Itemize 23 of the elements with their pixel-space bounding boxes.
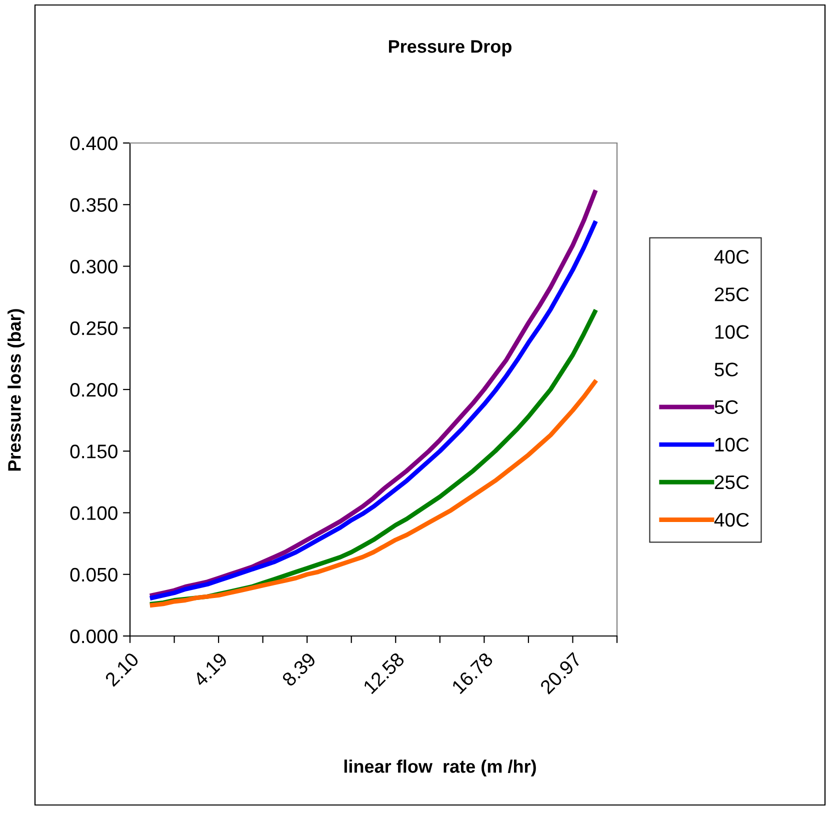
legend-label: 10C	[715, 438, 749, 452]
y-tick-label: 0.400	[70, 136, 118, 150]
x-axis-title: linear flow rate (m /hr)	[344, 760, 536, 776]
text: 40C	[714, 250, 749, 264]
y-tick-label: 0.100	[70, 506, 118, 520]
chart-title: Pressure Drop	[388, 40, 512, 56]
legend-label: 40C	[714, 512, 749, 527]
y-tick-label: 0.150	[70, 444, 118, 458]
y-tick-label: 0.000	[70, 629, 118, 644]
legend-label: 25C	[714, 475, 749, 490]
legend-label: 5C	[714, 400, 738, 414]
y-tick-label: 0.350	[70, 198, 118, 212]
x-tick-label: 4.19	[192, 652, 228, 688]
x-tick-label: 8.39	[281, 652, 317, 688]
y-tick-label: 0.050	[70, 568, 118, 582]
text: 5C	[714, 362, 738, 376]
y-tick-label: 0.200	[70, 382, 118, 397]
text: 10C	[715, 325, 749, 339]
line-series	[150, 380, 598, 608]
y-tick-label: 0.300	[70, 260, 118, 274]
y-axis-title: Pressure loss (bar)	[8, 309, 24, 471]
y-tick-label: 0.250	[70, 321, 118, 336]
text: 25C	[714, 288, 749, 302]
